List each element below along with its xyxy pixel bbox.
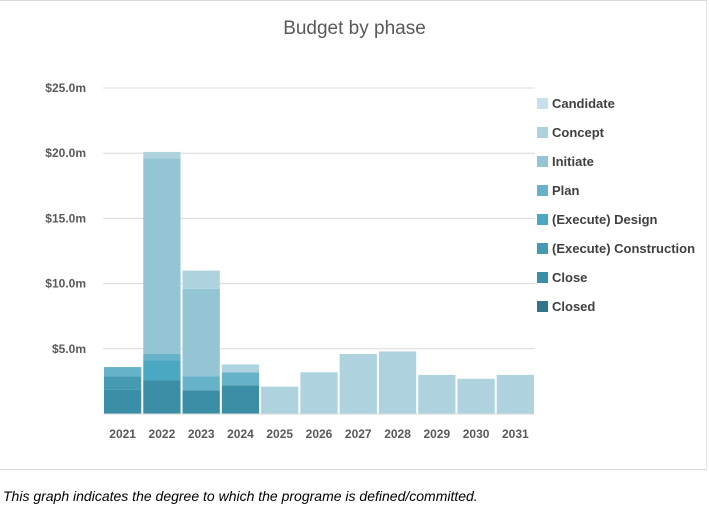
legend-item: Close <box>537 270 587 286</box>
x-tick-label: 2026 <box>306 427 333 441</box>
legend-swatch <box>537 272 548 283</box>
legend-label: Closed <box>552 299 596 314</box>
legend-label: Concept <box>552 125 604 140</box>
bar-segment <box>143 354 181 361</box>
bar-segment <box>104 367 142 377</box>
bar-segment <box>143 380 181 414</box>
legend-label: Plan <box>552 183 580 198</box>
bar-segment <box>221 385 260 414</box>
bar-segment <box>143 158 181 355</box>
x-tick-label: 2029 <box>423 427 450 441</box>
legend-item: Concept <box>537 125 604 141</box>
y-tick-label: $25.0m <box>45 81 86 95</box>
x-tick-label: 2031 <box>502 427 529 441</box>
legend-item: Candidate <box>537 96 615 112</box>
chart-caption: This graph indicates the degree to which… <box>3 488 478 504</box>
x-tick-label: 2024 <box>227 427 254 441</box>
legend-label: (Execute) Design <box>552 212 658 227</box>
legend-swatch <box>537 243 548 254</box>
chart-plot-area: $5.0m $10.0m $15.0m $20.0m $25.0m 2021 2022 202… <box>45 81 535 441</box>
x-tick-label: 2025 <box>266 427 293 441</box>
bar-segment <box>143 360 181 381</box>
legend-item: Initiate <box>537 154 594 170</box>
x-tick-label: 2027 <box>345 427 372 441</box>
legend-label: (Execute) Construction <box>552 241 696 256</box>
bar-segment <box>496 374 534 414</box>
y-tick-label: $5.0m <box>52 342 86 356</box>
legend-label: Initiate <box>552 154 594 169</box>
y-tick-label: $15.0m <box>45 211 86 225</box>
bar-segment <box>457 378 495 414</box>
legend-item: (Execute) Design <box>537 212 657 228</box>
bar-segment <box>104 376 142 390</box>
bar-segment <box>300 372 338 414</box>
legend-swatch <box>537 185 548 196</box>
bar-segment <box>221 372 260 386</box>
chart-frame <box>0 0 707 470</box>
legend-swatch <box>537 127 548 138</box>
bar-segment <box>182 288 220 377</box>
legend-label: Candidate <box>552 96 615 111</box>
y-tick-label: $10.0m <box>45 277 86 291</box>
bar-segment <box>182 270 220 289</box>
bar-segment <box>182 376 220 391</box>
bar-segment <box>339 354 377 414</box>
legend-swatch <box>537 214 548 225</box>
x-tick-label: 2021 <box>109 427 136 441</box>
bar-segment <box>221 364 260 373</box>
x-tick-label: 2023 <box>188 427 215 441</box>
legend-item: (Execute) Construction <box>537 241 695 257</box>
bar-segment <box>261 386 299 414</box>
bar-segment <box>104 389 142 414</box>
y-tick-label: $20.0m <box>45 146 86 160</box>
x-tick-label: 2030 <box>463 427 490 441</box>
x-tick-label: 2022 <box>149 427 176 441</box>
bar-segment <box>143 151 181 159</box>
legend-swatch <box>537 98 548 109</box>
legend-item: Closed <box>537 299 595 315</box>
legend-item: Plan <box>537 183 579 199</box>
x-tick-label: 2028 <box>384 427 411 441</box>
legend-label: Close <box>552 270 588 285</box>
legend-swatch <box>537 156 548 167</box>
bar-segment <box>378 351 417 414</box>
bar-segment <box>418 374 456 414</box>
chart-title: Budget by phase <box>283 18 426 39</box>
legend-swatch <box>537 301 548 312</box>
bar-segment <box>182 390 220 414</box>
